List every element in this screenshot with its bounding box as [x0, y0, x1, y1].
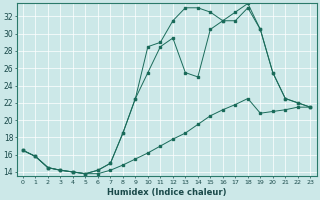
X-axis label: Humidex (Indice chaleur): Humidex (Indice chaleur): [107, 188, 226, 197]
